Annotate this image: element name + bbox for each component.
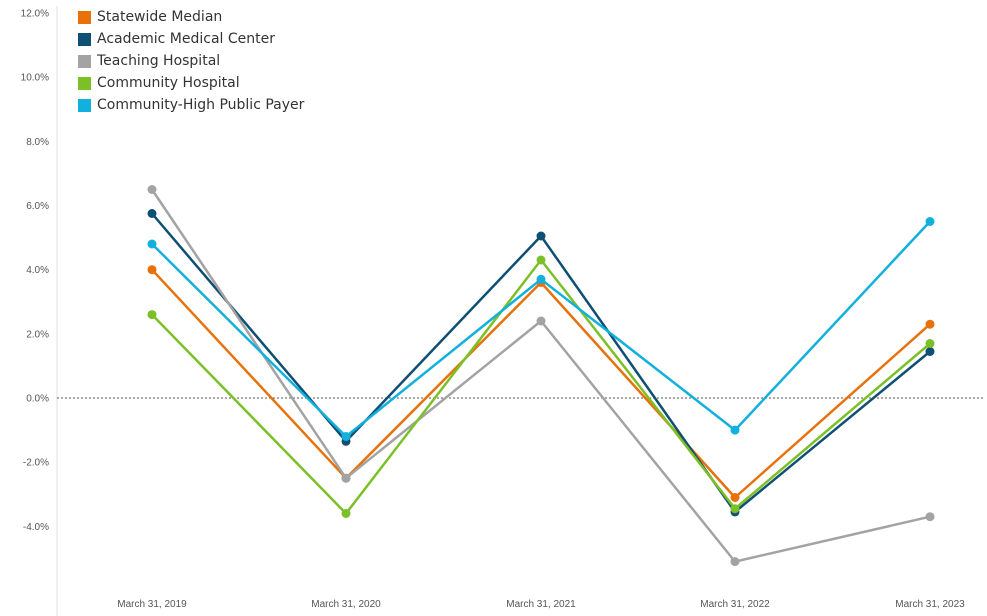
legend-swatch: [78, 10, 91, 24]
y-tick-label: 12.0%: [21, 9, 49, 20]
legend-label: Teaching Hospital: [97, 53, 221, 69]
y-tick-label: 0.0%: [26, 394, 49, 405]
legend-item[interactable]: Academic Medical Center: [78, 28, 304, 50]
data-point[interactable]: [730, 504, 740, 514]
x-tick-label: March 31, 2023: [895, 599, 965, 610]
series-line: [150, 188, 931, 563]
data-point[interactable]: [147, 239, 157, 249]
data-point[interactable]: [147, 265, 157, 275]
legend-swatch: [78, 32, 91, 46]
x-tick-label: March 31, 2019: [117, 599, 187, 610]
series-community-hospital: [147, 255, 935, 518]
y-tick-label: 2.0%: [26, 329, 49, 340]
series-teaching-hospital: [147, 185, 935, 567]
series-line: [151, 220, 931, 438]
series-academic-medical-center: [147, 209, 935, 517]
y-tick-label: 6.0%: [26, 201, 49, 212]
series-layer: [147, 185, 935, 567]
data-point[interactable]: [536, 231, 546, 241]
data-point[interactable]: [730, 425, 740, 435]
data-point[interactable]: [730, 493, 740, 502]
data-point[interactable]: [925, 512, 935, 522]
y-tick-label: 8.0%: [26, 137, 49, 148]
data-point[interactable]: [536, 255, 546, 265]
y-axis: 12.0% 10.0% 8.0% 6.0% 4.0% 2.0% 0.0% -2.0% -4.0%: [21, 6, 985, 616]
y-tick-label: -2.0%: [23, 458, 49, 469]
legend-swatch: [78, 54, 91, 68]
legend-label: Community-High Public Payer: [97, 97, 305, 113]
series-community-high-public-payer: [147, 217, 935, 441]
x-tick-label: March 31, 2022: [700, 599, 770, 610]
series-statewide-median: [147, 265, 935, 502]
x-tick-label: March 31, 2020: [311, 599, 381, 610]
legend-item[interactable]: Community Hospital: [78, 72, 304, 94]
y-tick-label: 4.0%: [26, 265, 49, 276]
y-tick-label: -4.0%: [23, 522, 49, 533]
legend-swatch: [78, 98, 91, 112]
data-point[interactable]: [341, 473, 351, 483]
series-line: [151, 258, 931, 515]
data-point[interactable]: [730, 557, 740, 567]
data-point[interactable]: [147, 310, 157, 320]
data-point[interactable]: [341, 509, 351, 518]
legend-label: Statewide Median: [97, 9, 223, 25]
legend-label: Community Hospital: [97, 75, 240, 91]
legend-label: Academic Medical Center: [97, 31, 275, 47]
data-point[interactable]: [925, 319, 935, 329]
data-point[interactable]: [147, 185, 157, 194]
x-tick-label: March 31, 2021: [506, 599, 576, 610]
data-point[interactable]: [341, 432, 351, 441]
data-point[interactable]: [925, 217, 935, 226]
data-point[interactable]: [147, 209, 157, 218]
data-point[interactable]: [536, 316, 546, 326]
data-point[interactable]: [536, 274, 546, 284]
x-axis: March 31, 2019 March 31, 2020 March 31, 20…: [117, 599, 965, 610]
data-point[interactable]: [925, 347, 935, 356]
legend-item[interactable]: Statewide Median: [78, 6, 304, 28]
series-line: [151, 268, 931, 499]
y-tick-label: 10.0%: [21, 73, 49, 84]
data-point[interactable]: [925, 339, 935, 348]
legend-item[interactable]: Community-High Public Payer: [78, 94, 304, 116]
legend: Statewide Median Academic Medical Center T…: [78, 6, 304, 116]
legend-swatch: [78, 76, 91, 90]
legend-item[interactable]: Teaching Hospital: [78, 50, 304, 72]
